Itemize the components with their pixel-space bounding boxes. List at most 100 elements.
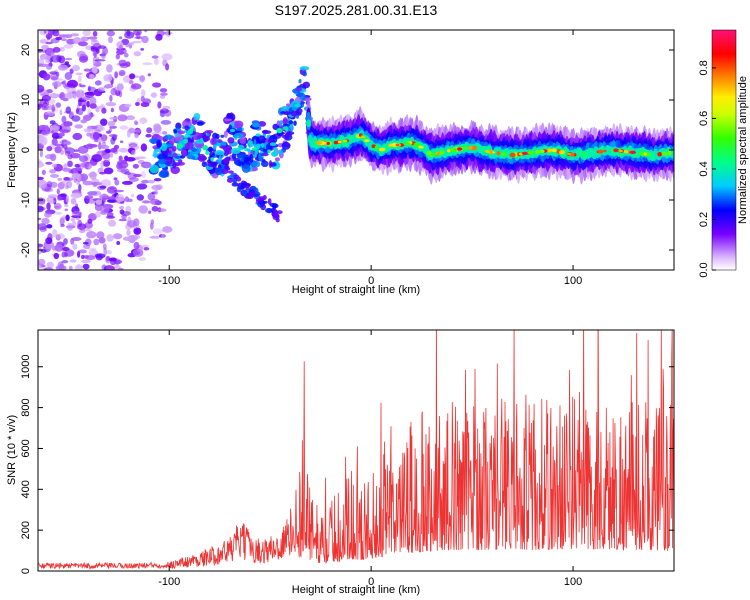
spectrogram-cell [106, 250, 113, 255]
spectrogram-cell [39, 226, 47, 233]
spectrogram-cell [273, 147, 278, 151]
spectrogram-cell [141, 200, 151, 204]
spectrogram-cell [205, 150, 210, 156]
spectrogram-cell [152, 228, 163, 235]
spectrogram-cell [43, 106, 54, 110]
spectrogram-cell [38, 176, 44, 181]
spectrogram-cell [134, 120, 138, 126]
spectrogram-cell [65, 106, 72, 114]
spectrogram-cell [210, 161, 217, 168]
spectrogram-cell [271, 151, 278, 157]
spectrogram-cell [94, 211, 102, 218]
spectrogram-cell [276, 128, 283, 134]
spectrogram-cell [131, 149, 137, 156]
spectrogram-cell [186, 130, 193, 135]
spectrogram-cell [142, 62, 153, 66]
spectrogram-cell [46, 196, 57, 204]
spectrogram-cell [91, 65, 98, 74]
spectrogram-cell [82, 263, 90, 270]
spectrogram-cell [38, 258, 46, 266]
spectrogram-cell [83, 68, 91, 72]
spectrogram-cell [129, 42, 135, 46]
spectrogram-cell [113, 259, 123, 264]
spectrogram-cell [149, 198, 160, 205]
x-tick-label: -100 [158, 576, 180, 588]
spectrogram-cell [140, 89, 146, 97]
spectrogram-cell [49, 181, 58, 188]
spectrogram-cell [226, 177, 234, 183]
spectrogram-cell [154, 58, 159, 65]
spectrogram-cell [395, 143, 400, 147]
spectrogram-cell [215, 133, 220, 139]
colorbar-label: Normalized spectral amplitude [737, 76, 749, 224]
spectrogram-cell [45, 161, 53, 165]
spectrogram-y-ticks: -20 -10 0 10 20 [20, 44, 674, 258]
colorbar-ticks: 0.0 0.2 0.4 0.6 0.8 [698, 60, 716, 278]
spectrogram-cell [161, 131, 168, 135]
spectrogram-cell [61, 215, 67, 220]
spectrogram-cell [78, 83, 82, 87]
spectrogram-cell [391, 142, 397, 148]
spectrogram-cell [202, 145, 209, 151]
spectrogram-cell [78, 55, 89, 63]
spectrogram-cell [64, 147, 75, 155]
spectrogram-cell [81, 259, 91, 264]
spectrogram-cell [79, 173, 89, 182]
snr-series-line [38, 330, 674, 570]
spectrogram-cell [132, 40, 142, 44]
spectrogram-cell [125, 61, 131, 67]
spectrogram-cell [138, 257, 147, 261]
spectrogram-cell [72, 243, 78, 250]
spectrogram-cell [113, 144, 120, 150]
spectrogram-cell [89, 97, 97, 106]
spectrogram-cell [234, 132, 244, 139]
spectrogram-cell [70, 33, 79, 37]
spectrogram-cell [65, 214, 70, 222]
spectrogram-cell [77, 50, 86, 58]
spectrogram-cell [140, 95, 145, 103]
spectrogram-cell [38, 223, 47, 231]
spectrogram-cell [44, 211, 52, 218]
spectrogram-cell [306, 119, 312, 128]
spectrogram-cell [63, 121, 73, 127]
spectrogram-cell [55, 78, 63, 81]
spectrogram-cell [45, 237, 53, 245]
spectrogram-cell [41, 95, 52, 102]
spectrogram-cell [177, 159, 183, 163]
spectrogram-cell [44, 111, 56, 116]
spectrogram-cell [38, 126, 43, 131]
spectrogram-cell [196, 146, 202, 154]
spectrogram-cell [97, 167, 104, 174]
spectrogram-cell [177, 130, 186, 135]
spectrogram-cell [141, 179, 150, 184]
spectrogram-cell [204, 130, 214, 134]
spectrogram-cell [184, 141, 194, 150]
spectrogram-cell [201, 135, 211, 142]
spectrogram-cell [132, 163, 139, 169]
spectrogram-cell [82, 30, 91, 37]
spectrogram-cell [168, 150, 172, 155]
snr-y-label: SNR (10 * v/v) [6, 415, 18, 485]
spectrogram-cell [41, 169, 46, 175]
spectrogram-cell [172, 160, 177, 169]
spectrogram-cell [99, 171, 106, 175]
spectrogram-cell [120, 211, 131, 217]
spectrogram-cell [119, 206, 125, 210]
spectrogram-cell [84, 91, 95, 98]
y-tick-label: 0 [20, 147, 32, 153]
spectrogram-cell [294, 103, 301, 108]
spectrogram-cell [89, 73, 95, 80]
spectrogram-cell [128, 127, 136, 134]
spectrogram-cell [92, 181, 98, 188]
spectrogram-cell [64, 252, 68, 258]
spectrogram-cell [124, 196, 129, 203]
spectrogram-cell [114, 71, 118, 79]
spectrogram-cell [93, 50, 97, 58]
spectrogram-cell [268, 160, 273, 169]
spectrogram-cell [276, 120, 281, 126]
spectrogram-cell [175, 136, 182, 142]
spectrogram-cell [527, 150, 535, 155]
spectrogram-cell [378, 147, 386, 152]
spectrogram-cell [630, 150, 636, 154]
